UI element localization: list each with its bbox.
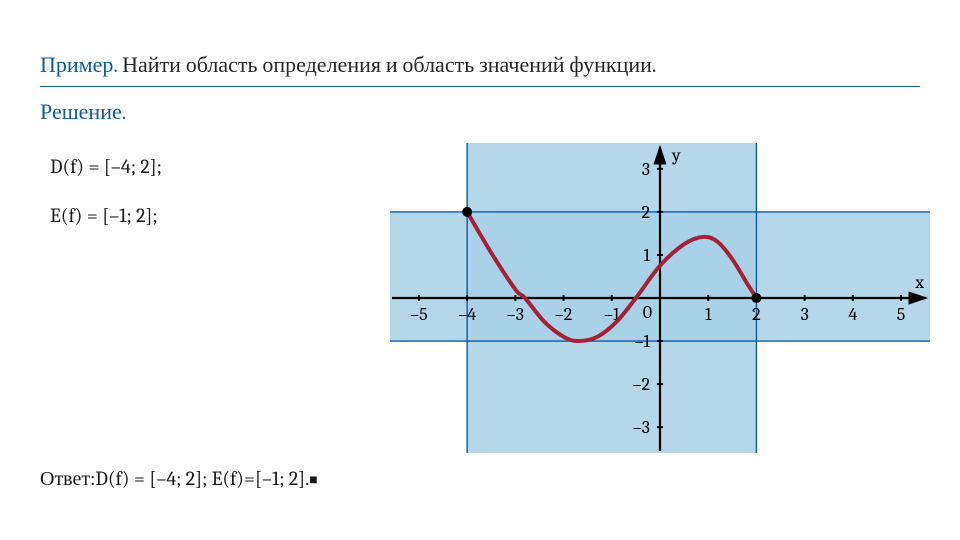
svg-text:2: 2	[752, 304, 761, 325]
svg-text:4: 4	[848, 304, 857, 325]
svg-text:–3: –3	[633, 417, 650, 438]
svg-text:x: x	[914, 272, 924, 293]
svg-text:5: 5	[897, 304, 906, 325]
svg-text:–4: –4	[458, 304, 476, 325]
qed-icon: ■	[309, 471, 317, 488]
svg-text:–2: –2	[633, 374, 651, 395]
svg-text:2: 2	[642, 202, 651, 223]
answer-text: D(f) = [–4; 2]; E(f)=[–1; 2].	[95, 467, 309, 490]
svg-text:3: 3	[642, 159, 650, 180]
answer-prefix: Ответ:	[40, 467, 95, 490]
svg-text:–5: –5	[410, 304, 428, 325]
svg-text:1: 1	[705, 304, 712, 325]
chart: –5–4–3–2–112345–3–2–11230xy	[390, 143, 930, 457]
task-text: Найти область определения и область знач…	[117, 52, 656, 78]
svg-text:3: 3	[800, 304, 808, 325]
svg-text:–3: –3	[507, 304, 524, 325]
chart-svg: –5–4–3–2–112345–3–2–11230xy	[390, 143, 930, 453]
equations-block: D(f) = [–4; 2]; E(f) = [–1; 2];	[40, 143, 360, 253]
svg-text:–2: –2	[555, 304, 573, 325]
range-eq: E(f) = [–1; 2];	[50, 204, 360, 227]
svg-text:y: y	[671, 145, 681, 166]
svg-text:–1: –1	[634, 331, 650, 352]
solution-label: Решение.	[40, 99, 920, 125]
example-label: Пример	[40, 52, 113, 78]
domain-eq: D(f) = [–4; 2];	[50, 155, 360, 178]
svg-text:1: 1	[643, 245, 650, 266]
title: Пример. Найти область определения и обла…	[40, 52, 920, 87]
svg-text:0: 0	[643, 302, 652, 323]
answer-line: Ответ:D(f) = [–4; 2]; E(f)=[–1; 2].■	[40, 467, 920, 491]
